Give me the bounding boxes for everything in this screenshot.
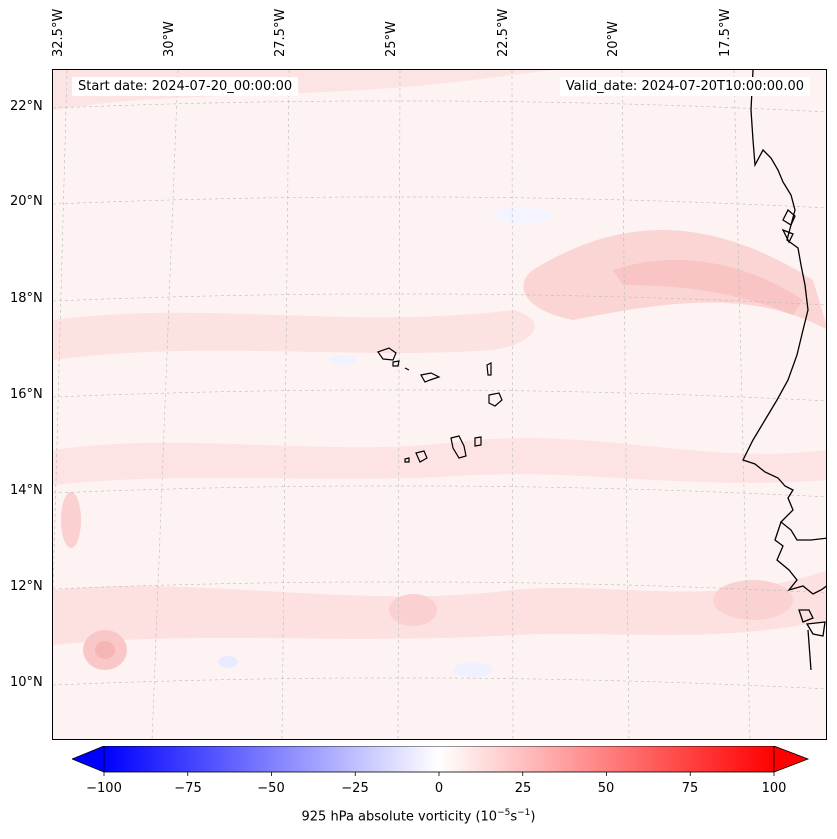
colorbar-ticks bbox=[103, 772, 775, 776]
coastline bbox=[742, 70, 826, 671]
parallel-line bbox=[53, 581, 826, 594]
parallel-line bbox=[53, 293, 826, 306]
meridian-line bbox=[281, 70, 290, 739]
colorbar-tick-label: −50 bbox=[257, 781, 285, 796]
africa-coastline bbox=[798, 609, 814, 623]
negative-vorticity-patch bbox=[329, 355, 357, 365]
parallel-line bbox=[53, 100, 826, 113]
africa-coastline bbox=[774, 521, 826, 595]
island-boa-vista bbox=[488, 392, 503, 407]
lon-label-17-5w: 17.5°W bbox=[718, 8, 733, 57]
negative-vorticity-patch bbox=[453, 662, 493, 678]
colorbar-extend-right bbox=[773, 746, 810, 773]
africa-coastline bbox=[807, 629, 812, 671]
negative-vorticity-patch bbox=[218, 656, 238, 668]
colorbar-tick-label: 25 bbox=[514, 781, 532, 796]
colorbar-bar bbox=[103, 746, 775, 773]
negative-vorticity-patch bbox=[493, 207, 553, 223]
positive-vorticity-band bbox=[53, 438, 826, 485]
colorbar-tick-label: −25 bbox=[341, 781, 369, 796]
lon-label-22-5w: 22.5°W bbox=[496, 8, 511, 57]
meridian-line bbox=[733, 70, 751, 739]
island-maio bbox=[474, 436, 482, 447]
island-sao-nicolau bbox=[420, 372, 441, 383]
positive-vorticity-core bbox=[613, 260, 803, 315]
lon-label-30w: 30°W bbox=[162, 21, 177, 57]
positive-vorticity-band bbox=[53, 310, 535, 360]
colorbar-tick-label: 0 bbox=[434, 781, 444, 796]
lon-label-25w: 25°W bbox=[384, 21, 399, 57]
africa-coastline bbox=[805, 621, 826, 637]
lat-label-16n: 16°N bbox=[10, 387, 43, 402]
positive-vorticity-core bbox=[713, 580, 793, 620]
lat-label-18n: 18°N bbox=[10, 291, 43, 306]
island-santa-luzia bbox=[404, 367, 410, 371]
africa-coastline bbox=[742, 70, 826, 541]
parallel-line bbox=[53, 196, 826, 209]
colorbar bbox=[72, 746, 810, 776]
colorbar-tick-label: −75 bbox=[174, 781, 202, 796]
map-panel bbox=[52, 69, 827, 740]
start-date-label: Start date: 2024-07-20_00:00:00 bbox=[72, 77, 299, 96]
lon-label-20w: 20°W bbox=[606, 21, 621, 57]
vorticity-field bbox=[53, 70, 826, 739]
cape-verde-islands bbox=[377, 347, 503, 463]
island-santiago bbox=[450, 435, 467, 459]
colorbar-label: 925 hPa absolute vorticity (10−5s−1) bbox=[301, 808, 536, 825]
parallel-line bbox=[53, 485, 826, 498]
lat-label-10n: 10°N bbox=[10, 675, 43, 690]
island-sao-vicente bbox=[392, 360, 400, 367]
valid-date-label: Valid_date: 2024-07-20T10:00:00.00 bbox=[559, 77, 810, 96]
colorbar-extend-left bbox=[72, 746, 105, 773]
africa-coastline bbox=[782, 208, 796, 226]
parallel-line bbox=[53, 389, 826, 402]
meridian-line bbox=[511, 70, 514, 739]
island-santo-antao bbox=[377, 347, 397, 361]
island-sal bbox=[486, 362, 492, 376]
lat-label-20n: 20°N bbox=[10, 194, 43, 209]
positive-vorticity-band bbox=[53, 570, 826, 645]
lat-label-14n: 14°N bbox=[10, 483, 43, 498]
colorbar-tick-label: 50 bbox=[597, 781, 615, 796]
parallel-line bbox=[53, 677, 826, 690]
gridlines bbox=[53, 70, 826, 739]
lon-label-32-5w: 32.5°W bbox=[51, 8, 66, 57]
colorbar-tick-label: 100 bbox=[761, 781, 787, 796]
meridian-line bbox=[151, 70, 179, 739]
meridian-line bbox=[397, 70, 401, 739]
positive-vorticity-core bbox=[95, 641, 115, 659]
lon-label-27-5w: 27.5°W bbox=[273, 8, 288, 57]
positive-vorticity-core bbox=[61, 492, 81, 548]
lat-label-22n: 22°N bbox=[10, 99, 43, 114]
meridian-line bbox=[621, 70, 630, 739]
lat-label-12n: 12°N bbox=[10, 579, 43, 594]
positive-vorticity-core bbox=[389, 594, 437, 626]
island-brava bbox=[404, 457, 410, 463]
colorbar-tick-label: −100 bbox=[86, 781, 122, 796]
vorticity-contours bbox=[53, 70, 826, 678]
africa-coastline bbox=[781, 228, 794, 244]
island-fogo bbox=[415, 450, 428, 463]
colorbar-tick-label: 75 bbox=[681, 781, 699, 796]
